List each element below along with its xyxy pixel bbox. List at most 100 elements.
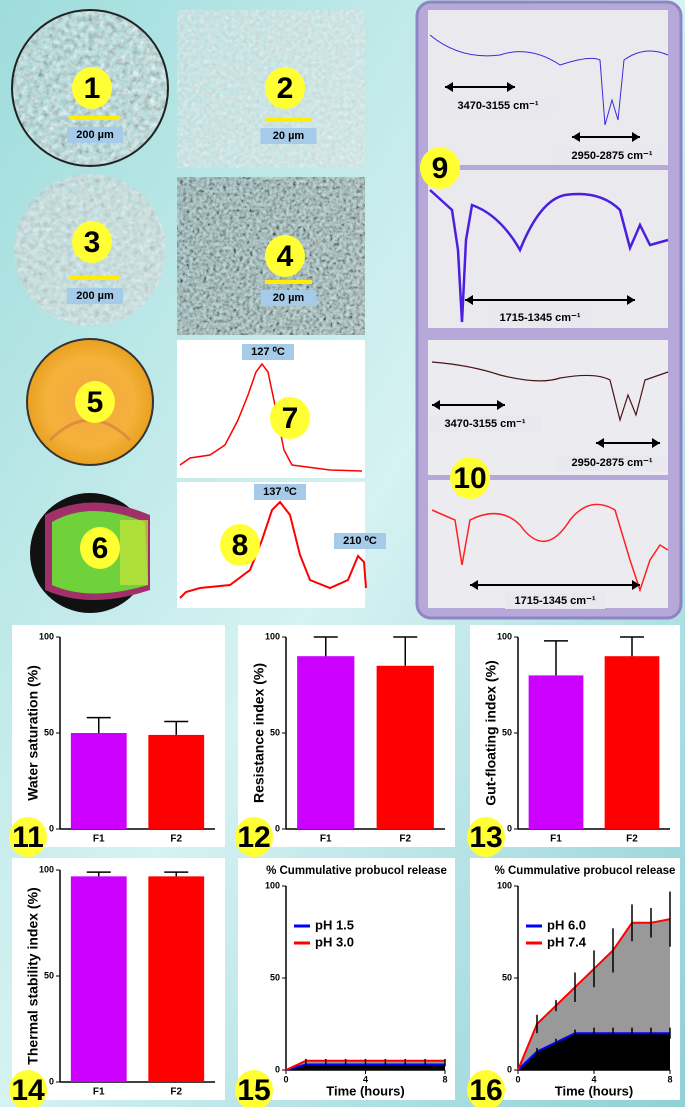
label-box [556,455,668,471]
error-bar [86,871,111,877]
legend-label: pH 1.5 [315,917,354,932]
x-axis-label: Time (hours) [555,1083,634,1098]
panel-number: 7 [282,402,299,435]
label-text: 127 ⁰C [251,346,285,358]
x-tick-label: F2 [170,1087,182,1098]
panel-number: 5 [87,386,104,419]
label-box [260,128,317,144]
arrow-head [445,82,515,92]
y-tick-label: 100 [39,864,54,874]
x-tick-label: 8 [667,1074,672,1084]
y-tick-label: 100 [497,880,512,890]
y-tick-label: 0 [275,1064,280,1074]
label-text: 2950-2875 cm⁻¹ [571,150,652,162]
y-tick-label: 50 [44,727,54,737]
panel-number-badge [235,1070,273,1110]
bar [148,876,205,1082]
label-text: 210 ⁰C [343,535,377,547]
panel-number: 13 [469,821,502,854]
chart-title: % Cummulative probucol release [266,865,447,877]
x-tick-label: F1 [93,1087,105,1098]
label-box [242,344,294,360]
y-tick-label: 0 [49,823,54,833]
y-tick-label: 100 [497,631,512,641]
label-text: 2950-2875 cm⁻¹ [571,457,652,469]
panel-number-badge [72,67,112,109]
ftir-panel [428,340,668,475]
panel-number-badge [235,817,273,857]
y-axis-label: Resistance index (%) [251,663,267,803]
x-tick-label: F2 [170,834,182,845]
dsc-curve [179,500,367,599]
y-axis-label: Water saturation (%) [25,665,41,801]
panel-number-badge [467,817,505,857]
label-box [505,593,605,609]
y-tick-label: 100 [265,880,280,890]
y-tick-label: 50 [502,727,512,737]
bar [604,656,660,829]
arrow-head [432,400,505,410]
y-tick-label: 0 [507,1064,512,1074]
x-tick-label: 8 [442,1074,447,1084]
panel-number: 3 [84,226,101,259]
panel-number-badge [9,817,47,857]
panel-number-badge [9,1070,47,1110]
label-text: 20 µm [273,130,305,142]
panel-number: 9 [432,152,449,185]
error-bar [164,720,189,735]
bar [528,675,584,829]
x-tick-label: F1 [93,834,105,845]
x-tick-label: 0 [283,1074,288,1084]
panel-number-badge [80,527,120,569]
dsc-curve [179,362,363,472]
label-box [67,288,123,304]
panel-number-badge [467,1070,505,1110]
label-box [442,98,554,114]
y-axis-label: Thermal stability index (%) [25,887,41,1064]
label-box [556,148,668,164]
ftir-panel [428,480,668,608]
error-bar [393,636,418,666]
y-tick-label: 50 [44,970,54,980]
ftir-spectrum [429,189,669,323]
panel-number: 11 [12,821,44,854]
area [518,1033,670,1070]
panel-number: 8 [232,529,249,562]
x-axis-label: Time (hours) [326,1083,405,1098]
panel-number-badge [265,67,305,109]
bar [148,734,205,829]
ftir-spectrum [429,34,669,126]
label-text: 1715-1345 cm⁻¹ [499,312,580,324]
ftir-spectrum [431,361,669,423]
x-tick-label: 4 [363,1074,368,1084]
panel-number-badge [270,397,310,439]
label-box [254,484,306,500]
y-axis-label: Gut-floating index (%) [483,660,499,805]
x-tick-label: F2 [399,834,411,845]
chart-title: % Cummulative probucol release [495,865,676,877]
legend-label: pH 7.4 [547,934,587,949]
panel-number-badge [265,235,305,277]
x-tick-label: 0 [515,1074,520,1084]
bar [70,876,127,1082]
arrow-head [572,132,640,142]
panel-number-badge [72,221,112,263]
label-text: 1715-1345 cm⁻¹ [514,595,595,607]
panel-number: 4 [277,240,294,273]
x-tick-label: 4 [591,1074,596,1084]
label-text: 20 µm [273,292,305,304]
panel-number-badge [75,381,115,423]
error-bar [164,871,189,877]
panel-number-badge [420,147,460,189]
label-text: 3470-3155 cm⁻¹ [457,100,538,112]
panel-number: 1 [84,72,101,105]
label-text: 137 ⁰C [263,486,297,498]
bar [297,656,355,829]
x-tick-label: F2 [626,834,638,845]
error-bar [86,716,111,733]
label-box [260,290,317,306]
panel-number: 6 [92,532,109,565]
panel-number: 15 [237,1074,270,1107]
y-tick-label: 0 [275,823,280,833]
